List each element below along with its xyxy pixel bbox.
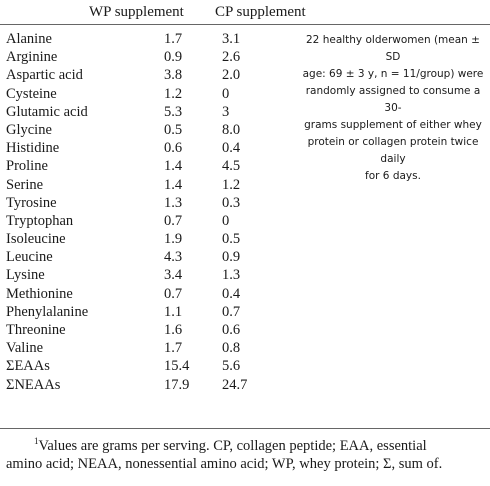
cp-value: 0 [222,212,230,229]
cp-value: 2.0 [222,67,241,84]
cp-value: 24.7 [222,376,248,393]
amino-acid-name: Tryptophan [6,212,74,229]
wp-value: 4.3 [164,249,183,266]
note-line: for 6 days. [365,170,421,182]
table-row: ΣEAAs 15.4 5.6 [0,357,300,375]
wp-value: 1.4 [164,176,183,193]
cp-value: 2.6 [222,49,241,66]
cp-value: 0.6 [222,322,241,338]
wp-value: 0.5 [164,121,183,138]
amino-acid-name: Histidine [6,140,60,157]
table-row: Threonine 1.6 0.6 [0,321,300,339]
amino-acid-name: Arginine [6,49,58,66]
cp-value: 0 [222,85,230,102]
cp-value: 5.6 [222,358,241,375]
wp-value: 3.4 [164,267,183,284]
amino-acid-name: ΣNEAAs [6,376,61,393]
wp-value: 3.8 [164,67,183,84]
table-row: Glutamic acid 5.3 3 [0,103,300,121]
cp-value: 8.0 [222,121,241,138]
amino-acid-name: Aspartic acid [6,67,83,84]
table-row: Serine 1.4 1.2 [0,176,300,194]
wp-value: 1.7 [164,31,183,47]
wp-value: 0.9 [164,49,183,66]
cp-value: 3 [222,103,230,120]
table-row: Histidine 0.6 0.4 [0,139,300,157]
wp-value: 1.1 [164,303,183,320]
table-bottom-rule [0,428,490,429]
wp-value: 1.9 [164,231,183,248]
table-row: Tryptophan 0.7 0 [0,212,300,230]
table-row: Isoleucine 1.9 0.5 [0,230,300,248]
wp-value: 0.7 [164,285,183,302]
footnote-text-1: Values are grams per serving. CP, collag… [38,438,427,454]
header-cp-supplement: CP supplement [215,4,306,20]
footnote-line-2: amino acid; NEAA, nonessential amino aci… [6,456,443,472]
amino-acid-name: Valine [6,340,44,357]
table-row: Proline 1.4 4.5 [0,157,300,175]
cp-value: 1.2 [222,176,241,193]
amino-acid-name: Tyrosine [6,194,57,211]
amino-acid-name: Glycine [6,121,52,138]
cp-value: 1.3 [222,267,241,284]
header-wp-supplement: WP supplement [89,4,184,20]
note-line: grams supplement of either whey [304,119,482,131]
table-row: Valine 1.7 0.8 [0,339,300,357]
amino-acid-name: Threonine [6,322,66,338]
amino-acid-name: Serine [6,176,44,193]
footnote-line-1: 1Values are grams per serving. CP, colla… [6,437,488,455]
cp-value: 3.1 [222,31,241,47]
note-line: 22 healthy olderwomen (mean ± SD [306,34,480,63]
wp-value: 1.2 [164,85,183,102]
cp-value: 0.4 [222,140,241,157]
amino-acid-name: Glutamic acid [6,103,88,120]
cp-value: 4.5 [222,158,241,175]
cp-value: 0.4 [222,285,241,302]
amino-acid-name: Lysine [6,267,45,284]
amino-acid-name: Proline [6,158,48,175]
cp-value: 0.3 [222,194,241,211]
wp-value: 0.6 [164,140,183,157]
amino-acid-name: Phenylalanine [6,303,89,320]
note-line: randomly assigned to consume a 30- [305,85,481,114]
table-row: Leucine 4.3 0.9 [0,248,300,266]
table-row: Alanine 1.7 3.1 [0,30,300,48]
amino-acid-name: Isoleucine [6,231,66,248]
wp-value: 1.6 [164,322,183,338]
note-line: protein or collagen protein twice daily [307,136,479,165]
wp-value: 0.7 [164,212,183,229]
wp-value: 1.7 [164,340,183,357]
table-row: ΣNEAAs 17.9 24.7 [0,376,300,394]
table-top-rule [0,24,490,25]
wp-value: 1.4 [164,158,183,175]
amino-acid-table-body: Alanine 1.7 3.1 Arginine 0.9 2.6 Aspartic acid… [0,30,300,394]
table-row: Tyrosine 1.3 0.3 [0,194,300,212]
wp-value: 17.9 [164,376,190,393]
amino-acid-name: Leucine [6,249,53,266]
table-row: Lysine 3.4 1.3 [0,266,300,284]
cp-value: 0.9 [222,249,241,266]
wp-value: 1.3 [164,194,183,211]
footnote-marker: 1 [34,436,39,447]
cp-value: 0.5 [222,231,241,248]
note-line: age: 69 ± 3 y, n = 11/group) were [302,68,484,80]
footnote: 1Values are grams per serving. CP, colla… [6,437,488,473]
wp-value: 5.3 [164,103,183,120]
wp-value: 15.4 [164,358,190,375]
table-row: Phenylalanine 1.1 0.7 [0,303,300,321]
cp-value: 0.7 [222,303,241,320]
table-row: Cysteine 1.2 0 [0,85,300,103]
amino-acid-name: Cysteine [6,85,57,102]
amino-acid-name: Alanine [6,31,52,47]
table-row: Methionine 0.7 0.4 [0,285,300,303]
table-row: Arginine 0.9 2.6 [0,48,300,66]
amino-acid-name: ΣEAAs [6,358,50,375]
cp-value: 0.8 [222,340,241,357]
table-row: Aspartic acid 3.8 2.0 [0,66,300,84]
table-row: Glycine 0.5 8.0 [0,121,300,139]
amino-acid-name: Methionine [6,285,73,302]
study-note: 22 healthy olderwomen (mean ± SD age: 69… [300,32,486,185]
